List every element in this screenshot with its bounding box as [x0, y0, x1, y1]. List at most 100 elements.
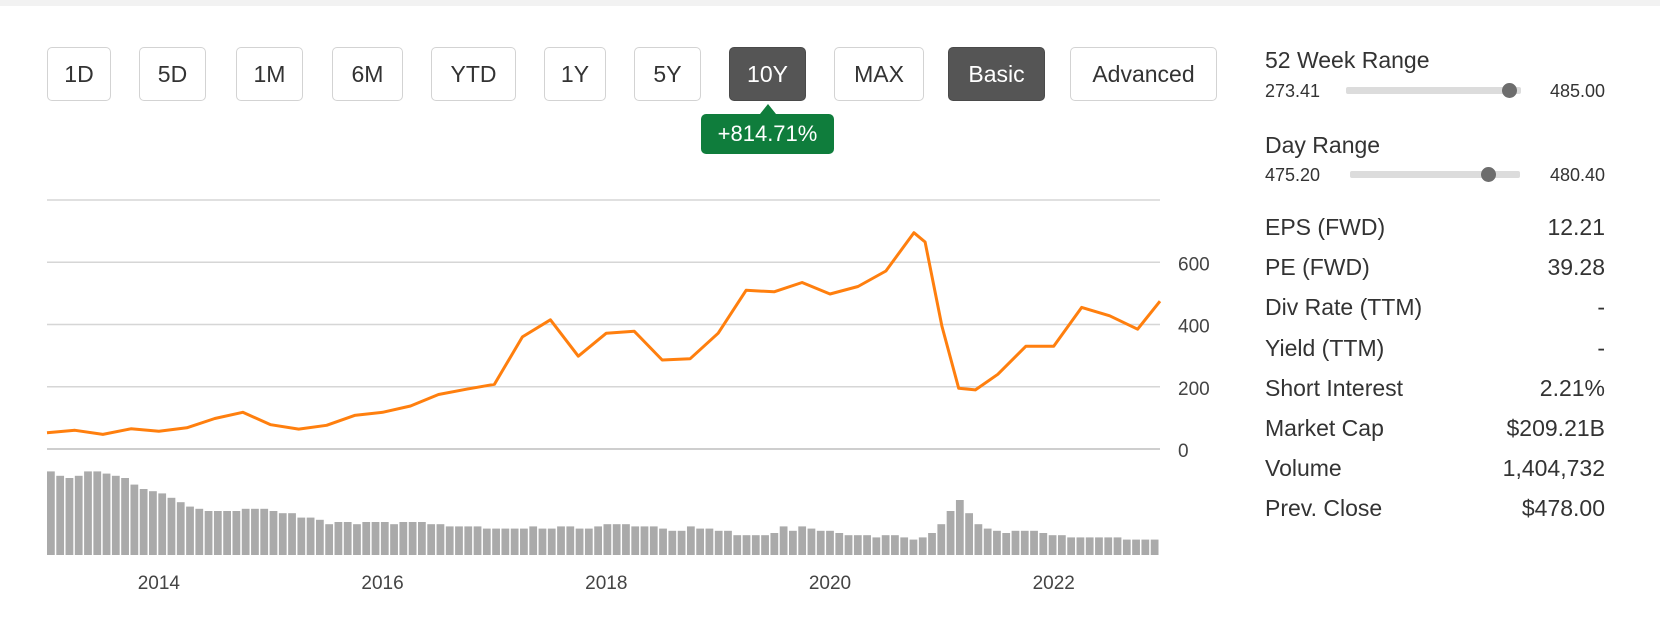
- volume-bar: [149, 491, 157, 555]
- range-button-6m[interactable]: 6M: [332, 47, 403, 101]
- volume-bar: [501, 528, 510, 555]
- volume-bar: [1030, 530, 1038, 555]
- volume-bar: [872, 537, 881, 555]
- volume-bar: [1095, 537, 1103, 555]
- volume-bar: [1141, 539, 1150, 555]
- volume-bar: [251, 508, 259, 555]
- range-button-ytd[interactable]: YTD: [431, 47, 516, 101]
- x-tick-label: 2016: [361, 573, 403, 594]
- volume-bar: [93, 471, 102, 555]
- volume-bar: [770, 533, 779, 555]
- volume-bar: [455, 526, 463, 555]
- volume-bar: [686, 526, 695, 555]
- volume-bar: [974, 524, 983, 555]
- day-slider-track: [1350, 171, 1520, 178]
- volume-bar: [733, 535, 742, 555]
- range-button-5y[interactable]: 5Y: [634, 47, 701, 101]
- volume-bar: [816, 530, 825, 555]
- change-badge-caret: [760, 104, 776, 114]
- volume-bar: [223, 511, 231, 555]
- volume-bar: [111, 475, 120, 555]
- volume-bar: [677, 530, 686, 555]
- volume-bar: [566, 526, 575, 555]
- volume-bar: [705, 528, 714, 555]
- range-button-max[interactable]: MAX: [834, 47, 924, 101]
- x-tick-label: 2018: [585, 573, 627, 594]
- volume-bar: [1085, 537, 1094, 555]
- volume-bar: [445, 526, 454, 555]
- x-tick-labels: 2014 2016 2018 2020 2022: [138, 573, 1075, 594]
- volume-bar: [631, 526, 640, 555]
- volume-bar: [826, 530, 834, 555]
- mode-button-basic[interactable]: Basic: [948, 47, 1045, 101]
- volume-bar: [1011, 530, 1020, 555]
- volume-bar: [343, 522, 352, 555]
- y-tick-label: 200: [1178, 379, 1210, 400]
- volume-bar: [547, 528, 556, 555]
- volume-bar: [176, 502, 185, 555]
- stat-label: Short Interest: [1265, 374, 1404, 401]
- stat-label: Prev. Close: [1265, 495, 1383, 522]
- volume-bar: [186, 506, 194, 555]
- volume-bar: [288, 513, 296, 555]
- volume-bar: [1150, 539, 1159, 555]
- volume-bar: [696, 528, 705, 555]
- volume-bar: [955, 500, 964, 555]
- week52-slider-knob: [1501, 83, 1517, 98]
- volume-bar: [306, 517, 315, 555]
- volume-bar: [751, 535, 760, 555]
- stat-value: 1,404,732: [1502, 455, 1605, 482]
- volume-bar: [659, 528, 667, 555]
- volume-bar: [993, 530, 1001, 555]
- volume-bar: [1122, 539, 1131, 555]
- volume-bar: [334, 522, 343, 555]
- range-button-10y[interactable]: 10Y: [729, 47, 806, 101]
- volume-bar: [965, 513, 973, 555]
- stat-value: $209.21B: [1506, 415, 1605, 441]
- volume-bar: [278, 513, 287, 555]
- volume-bar: [742, 535, 751, 555]
- volume-bar: [297, 517, 306, 555]
- volume-bar: [482, 528, 491, 555]
- top-band: [0, 0, 1660, 6]
- volume-bar: [1020, 530, 1029, 555]
- volume-bar: [473, 526, 482, 555]
- volume-bar: [835, 533, 844, 555]
- range-button-5d[interactable]: 5D: [139, 47, 206, 101]
- day-slider-knob: [1480, 167, 1496, 182]
- volume-bar: [622, 524, 630, 555]
- change-badge: +814.71%: [701, 114, 834, 154]
- volume-bar: [1057, 535, 1066, 555]
- volume-bar: [881, 535, 890, 555]
- volume-bar: [464, 526, 473, 555]
- week52-low: 273.41: [1265, 81, 1321, 101]
- range-button-1d[interactable]: 1D: [47, 47, 111, 101]
- stat-label: Div Rate (TTM): [1265, 294, 1423, 321]
- x-tick-label: 2020: [809, 573, 851, 594]
- volume-bar: [315, 519, 324, 555]
- volume-bar: [65, 478, 74, 555]
- volume-bar: [668, 530, 677, 555]
- week52-slider-track: [1346, 87, 1521, 94]
- volume-bar: [195, 508, 204, 555]
- volume-bar: [891, 535, 899, 555]
- week52-range-title: 52 Week Range: [1265, 47, 1430, 73]
- volume-bar: [714, 530, 723, 555]
- volume-bar: [900, 537, 909, 555]
- volume-bar: [380, 522, 389, 555]
- volume-bar: [269, 511, 278, 555]
- volume-bar: [1048, 535, 1057, 555]
- volume-bar: [390, 524, 398, 555]
- volume-bar: [260, 508, 269, 555]
- volume-bar: [399, 522, 408, 555]
- range-button-1y[interactable]: 1Y: [544, 47, 606, 101]
- volume-bar: [1104, 537, 1113, 555]
- mode-button-advanced[interactable]: Advanced: [1070, 47, 1217, 101]
- range-button-1m[interactable]: 1M: [236, 47, 303, 101]
- volume-bar: [121, 478, 129, 555]
- day-low: 475.20: [1265, 165, 1321, 185]
- volume-bar: [325, 524, 334, 555]
- volume-bar: [807, 528, 816, 555]
- volume-bar: [863, 535, 871, 555]
